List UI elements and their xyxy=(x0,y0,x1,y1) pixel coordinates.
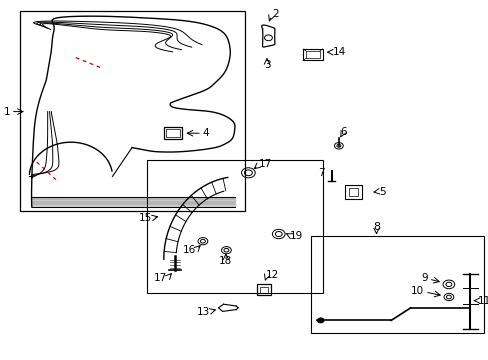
Text: 8: 8 xyxy=(372,222,379,232)
Text: 9: 9 xyxy=(420,273,427,283)
Bar xyxy=(348,188,358,196)
Text: 11: 11 xyxy=(477,296,488,306)
Text: 2: 2 xyxy=(272,9,279,19)
Bar xyxy=(256,284,271,295)
Text: 17: 17 xyxy=(154,273,167,283)
Bar xyxy=(163,127,182,139)
Bar xyxy=(305,51,319,58)
Bar xyxy=(259,287,268,293)
Text: 10: 10 xyxy=(410,286,423,296)
Text: 3: 3 xyxy=(263,60,270,70)
Text: 1: 1 xyxy=(4,107,11,117)
Text: 7: 7 xyxy=(318,168,325,178)
Text: 18: 18 xyxy=(219,256,232,266)
Bar xyxy=(303,49,322,60)
Text: 4: 4 xyxy=(203,128,209,138)
Text: 12: 12 xyxy=(265,270,279,280)
Bar xyxy=(345,185,362,199)
Bar xyxy=(310,236,483,333)
Text: 19: 19 xyxy=(289,231,302,241)
Bar xyxy=(166,129,180,137)
Text: 5: 5 xyxy=(378,186,385,197)
Text: 13: 13 xyxy=(197,307,210,317)
Bar xyxy=(146,160,322,293)
Text: 6: 6 xyxy=(340,127,346,138)
Circle shape xyxy=(317,318,324,323)
Text: 15: 15 xyxy=(138,213,151,223)
Text: 14: 14 xyxy=(332,47,345,57)
Bar xyxy=(20,11,244,211)
Text: 17: 17 xyxy=(259,159,272,169)
Text: 16: 16 xyxy=(182,245,195,255)
